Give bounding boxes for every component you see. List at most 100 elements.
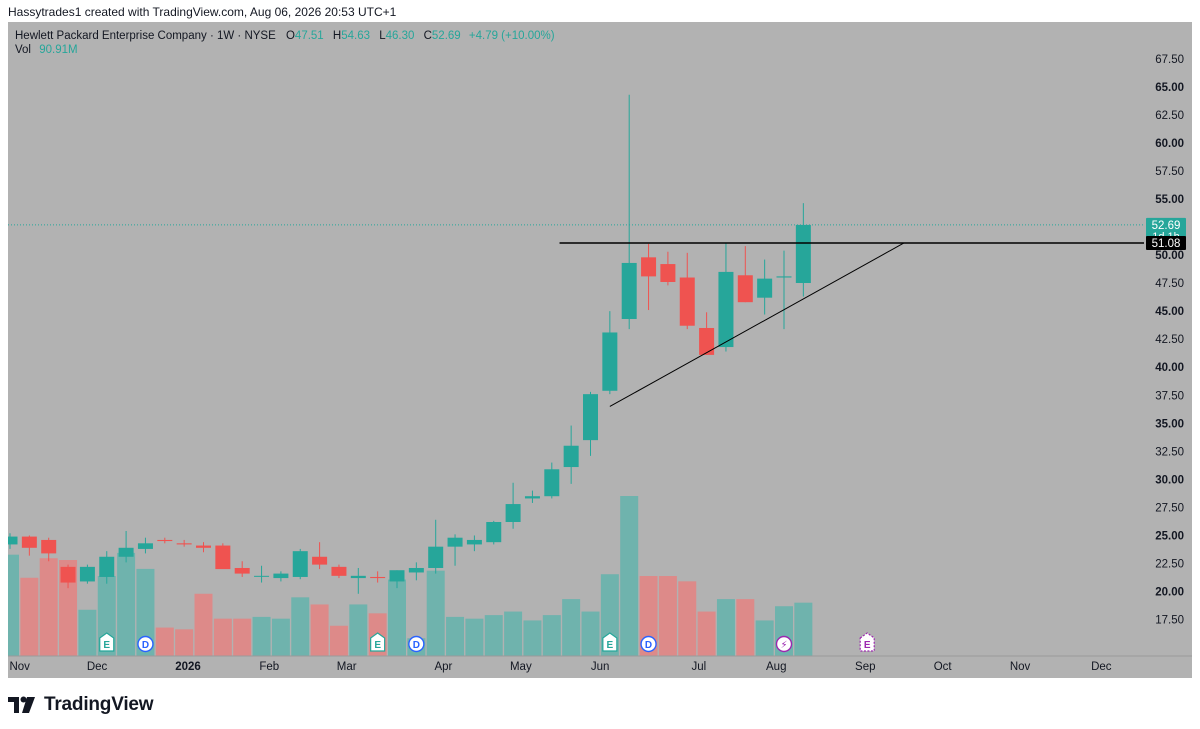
candle-body bbox=[41, 539, 57, 554]
y-tick-label: 67.50 bbox=[1155, 54, 1184, 66]
candle-body bbox=[699, 327, 715, 355]
y-tick-label: 57.50 bbox=[1155, 166, 1184, 178]
volume-bar bbox=[794, 602, 813, 656]
candles-layer bbox=[8, 94, 811, 594]
future-earnings-icon bbox=[859, 632, 875, 652]
future-earnings-marker: E bbox=[859, 632, 875, 652]
candle-body bbox=[795, 224, 811, 284]
dividend-marker-label: D bbox=[142, 640, 149, 651]
earnings-marker-label: E bbox=[607, 640, 614, 651]
volume-bar bbox=[291, 597, 310, 656]
candle-body bbox=[718, 271, 734, 348]
legend-low-value: 46.30 bbox=[386, 30, 415, 42]
candle-body bbox=[176, 543, 192, 545]
created-by-text: Hassytrades1 created with TradingView.co… bbox=[8, 5, 397, 19]
candle-body bbox=[583, 394, 598, 441]
candle-body bbox=[234, 567, 250, 574]
level-price-tag-value: 51.08 bbox=[1152, 238, 1181, 250]
earnings-icon bbox=[99, 632, 115, 652]
tradingview-brand-text: TradingView bbox=[44, 694, 154, 715]
x-tick-label: 2026 bbox=[175, 661, 201, 673]
candle-body bbox=[737, 275, 753, 303]
y-tick-label: 65.00 bbox=[1155, 82, 1184, 94]
event-markers-layer: E D E D E D ⚡ E bbox=[99, 632, 875, 653]
volume-bar bbox=[39, 558, 58, 656]
dividend-icon bbox=[640, 635, 657, 653]
candle-body bbox=[679, 277, 695, 326]
dividend-marker-label: D bbox=[413, 640, 420, 651]
volume-bar bbox=[504, 611, 523, 656]
y-tick-label: 32.50 bbox=[1155, 446, 1184, 458]
candle-body bbox=[447, 537, 463, 547]
candle-body bbox=[466, 539, 482, 545]
volume-bar bbox=[697, 611, 716, 656]
legend-volume-value: 90.91M bbox=[39, 44, 77, 56]
legend-open-label: O bbox=[286, 30, 295, 42]
footer: TradingView bbox=[8, 692, 154, 718]
candle-body bbox=[660, 264, 676, 282]
volume-bar bbox=[175, 629, 194, 656]
y-tick-label: 60.00 bbox=[1155, 138, 1184, 150]
y-tick-label: 27.50 bbox=[1155, 502, 1184, 514]
candlestick-chart[interactable]: E D E D E D ⚡ E 67.50 65.00 62.50 60.00 57.50 55.00 5… bbox=[8, 22, 1192, 678]
candle-body bbox=[544, 469, 560, 497]
candle-body bbox=[524, 496, 540, 499]
candle-body bbox=[118, 547, 134, 557]
chart-frame[interactable]: E D E D E D ⚡ E 67.50 65.00 62.50 60.00 57.50 55.00 5… bbox=[8, 22, 1192, 678]
legend-close-value: 52.69 bbox=[432, 30, 461, 42]
volume-bar bbox=[349, 604, 368, 656]
last-price-tag bbox=[1146, 217, 1186, 242]
legend-open-value: 47.51 bbox=[295, 30, 324, 42]
x-tick-label: Aug bbox=[766, 661, 786, 673]
volume-bar bbox=[484, 615, 503, 656]
volume-bar bbox=[523, 620, 542, 656]
y-tick-label: 22.50 bbox=[1155, 558, 1184, 570]
y-tick-label: 55.00 bbox=[1155, 194, 1184, 206]
candle-body bbox=[563, 445, 579, 468]
y-tick-label: 35.00 bbox=[1155, 418, 1184, 430]
candle-body bbox=[312, 556, 328, 565]
volume-bar bbox=[562, 599, 581, 656]
legend-high-value: 54.63 bbox=[341, 30, 370, 42]
candle-body bbox=[157, 539, 173, 542]
volume-bar bbox=[117, 552, 136, 656]
svg-text:Vol 90.91M: Vol 90.91M bbox=[15, 44, 78, 56]
x-tick-label: Dec bbox=[1091, 661, 1112, 673]
y-tick-label: 42.50 bbox=[1155, 334, 1184, 346]
y-tick-label: 40.00 bbox=[1155, 362, 1184, 374]
candle-body bbox=[99, 556, 115, 577]
volume-bar bbox=[581, 611, 600, 656]
earnings-marker: E bbox=[370, 632, 386, 652]
x-tick-label: Oct bbox=[934, 661, 953, 673]
volume-bar bbox=[194, 593, 213, 656]
volume-bar bbox=[639, 576, 658, 656]
candle-body bbox=[641, 257, 657, 277]
candle-body bbox=[79, 566, 95, 582]
flash-icon bbox=[775, 635, 793, 653]
candle-body bbox=[389, 570, 405, 582]
volume-bar bbox=[658, 576, 677, 656]
earnings-icon bbox=[602, 632, 618, 652]
x-tick-label: May bbox=[510, 661, 532, 673]
candle-body bbox=[602, 332, 618, 391]
volume-layer bbox=[8, 496, 813, 656]
x-tick-label: Nov bbox=[1010, 661, 1031, 673]
volume-bar bbox=[155, 627, 174, 656]
earnings-icon bbox=[370, 632, 386, 652]
y-tick-label: 20.00 bbox=[1155, 587, 1184, 599]
candle-body bbox=[137, 543, 153, 549]
legend-low-label: L bbox=[379, 30, 386, 42]
candle-body bbox=[757, 278, 773, 298]
y-tick-label: 17.50 bbox=[1155, 615, 1184, 627]
y-tick-label: 37.50 bbox=[1155, 390, 1184, 402]
price-tags: 52.691d 1h51.08 bbox=[1146, 217, 1186, 250]
candle-body bbox=[370, 576, 386, 579]
earnings-marker-label: E bbox=[103, 640, 110, 651]
y-tick-label: 30.00 bbox=[1155, 474, 1184, 486]
volume-bar bbox=[233, 618, 252, 656]
legend-high-label: H bbox=[333, 30, 341, 42]
y-tick-label: 62.50 bbox=[1155, 110, 1184, 122]
dividend-marker-label: D bbox=[645, 640, 652, 651]
last-price-tag-value: 52.69 bbox=[1152, 220, 1181, 232]
candle-body bbox=[486, 522, 502, 543]
